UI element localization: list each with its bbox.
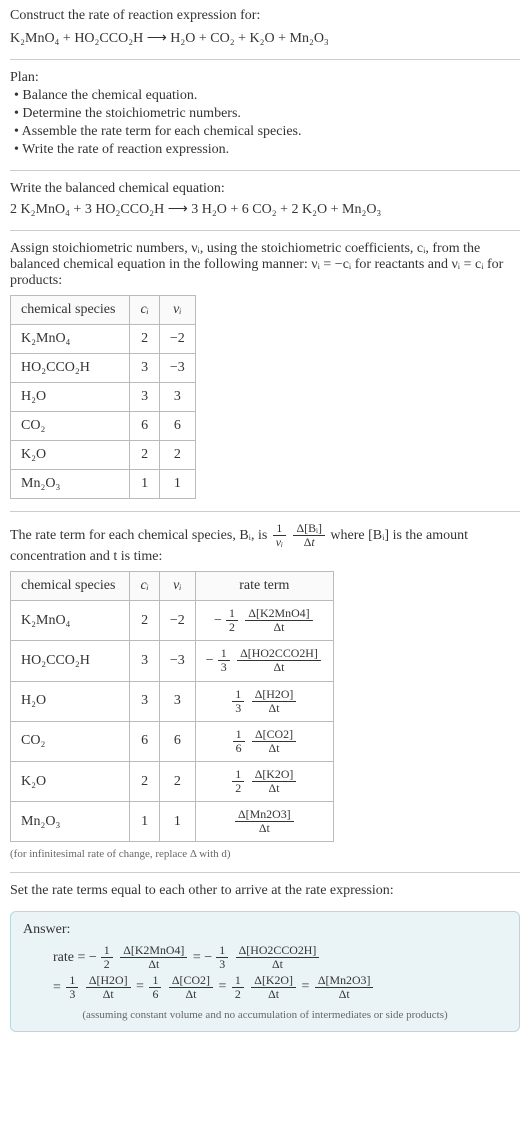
table-header-row: chemical species cᵢ νᵢ	[11, 296, 196, 325]
cell-rate-term: 13 Δ[H2O]Δt	[195, 681, 333, 721]
answer-box: Answer: rate = −12 Δ[K2MnO4]Δt = −13 Δ[H…	[10, 911, 520, 1031]
cell-c: 3	[130, 383, 159, 412]
cell-species: Mn₂O₃	[11, 470, 130, 499]
cell-species: CO₂	[11, 412, 130, 441]
rateterm-intro: The rate term for each chemical species,…	[10, 522, 520, 860]
header-section: Construct the rate of reaction expressio…	[10, 8, 520, 47]
table-row: HO₂CCO₂H3−3−13 Δ[HO2CCO2H]Δt	[11, 641, 334, 681]
cell-species: HO₂CCO₂H	[11, 641, 130, 681]
table-row: K₂MnO₄2−2−12 Δ[K2MnO4]Δt	[11, 601, 334, 641]
plan-item: • Write the rate of reaction expression.	[14, 142, 520, 158]
table-row: K₂O22	[11, 441, 196, 470]
prompt-text: Construct the rate of reaction expressio…	[10, 8, 520, 24]
col-c: cᵢ	[130, 296, 159, 325]
rate-prefix: rate =	[53, 950, 89, 965]
infinitesimal-note: (for infinitesimal rate of change, repla…	[10, 848, 520, 860]
cell-c: 2	[130, 601, 159, 641]
cell-v: 3	[159, 681, 195, 721]
cell-species: H₂O	[11, 383, 130, 412]
cell-species: K₂O	[11, 441, 130, 470]
cell-species: HO₂CCO₂H	[11, 354, 130, 383]
cell-v: 2	[159, 761, 195, 801]
cell-c: 6	[130, 412, 159, 441]
cell-species: K₂MnO₄	[11, 601, 130, 641]
cell-c: 2	[130, 761, 159, 801]
plan-item: • Determine the stoichiometric numbers.	[14, 106, 520, 122]
table-header-row: chemical species cᵢ νᵢ rate term	[11, 572, 334, 601]
cell-v: 6	[159, 412, 195, 441]
cell-v: −3	[159, 641, 195, 681]
table-row: H₂O33	[11, 383, 196, 412]
table-row: K₂O2212 Δ[K2O]Δt	[11, 761, 334, 801]
cell-c: 1	[130, 802, 159, 842]
rate-line2-prefix: =	[53, 979, 64, 994]
cell-c: 3	[130, 354, 159, 383]
plan-title: Plan:	[10, 70, 520, 86]
divider	[10, 230, 520, 231]
cell-v: −3	[159, 354, 195, 383]
cell-rate-term: −12 Δ[K2MnO4]Δt	[195, 601, 333, 641]
divider	[10, 511, 520, 512]
table-row: CO₂66	[11, 412, 196, 441]
cell-species: Mn₂O₃	[11, 802, 130, 842]
plan-section: Plan: • Balance the chemical equation. •…	[10, 70, 520, 158]
cell-c: 6	[130, 721, 159, 761]
col-v: νᵢ	[159, 572, 195, 601]
cell-c: 1	[130, 470, 159, 499]
rate-line-2: = 13 Δ[H2O]Δt = 16 Δ[CO2]Δt = 12 Δ[K2O]Δ…	[53, 974, 507, 1001]
table-row: HO₂CCO₂H3−3	[11, 354, 196, 383]
table-row: CO₂6616 Δ[CO2]Δt	[11, 721, 334, 761]
cell-v: 1	[159, 470, 195, 499]
divider	[10, 872, 520, 873]
cell-c: 3	[130, 681, 159, 721]
divider	[10, 170, 520, 171]
col-species: chemical species	[11, 572, 130, 601]
col-c: cᵢ	[130, 572, 159, 601]
plan-list: • Balance the chemical equation. • Deter…	[14, 88, 520, 158]
assumption-note: (assuming constant volume and no accumul…	[23, 1009, 507, 1021]
table-row: K₂MnO₄2−2	[11, 325, 196, 354]
cell-c: 2	[130, 325, 159, 354]
cell-c: 3	[130, 641, 159, 681]
cell-c: 2	[130, 441, 159, 470]
cell-species: CO₂	[11, 721, 130, 761]
cell-rate-term: 16 Δ[CO2]Δt	[195, 721, 333, 761]
stoich-table: chemical species cᵢ νᵢ K₂MnO₄2−2HO₂CCO₂H…	[10, 295, 196, 499]
frac-delta-bi: Δ[Bᵢ]Δt	[293, 522, 324, 549]
table-row: Mn₂O₃11Δ[Mn2O3]Δt	[11, 802, 334, 842]
plan-item: • Assemble the rate term for each chemic…	[14, 124, 520, 140]
rate-table: chemical species cᵢ νᵢ rate term K₂MnO₄2…	[10, 571, 334, 842]
cell-species: K₂O	[11, 761, 130, 801]
cell-v: −2	[159, 601, 195, 641]
rateterm-prefix: The rate term for each chemical species,…	[10, 528, 271, 543]
cell-v: 3	[159, 383, 195, 412]
divider	[10, 59, 520, 60]
answer-label: Answer:	[23, 922, 507, 938]
table-row: Mn₂O₃11	[11, 470, 196, 499]
cell-v: 1	[159, 802, 195, 842]
cell-rate-term: −13 Δ[HO2CCO2H]Δt	[195, 641, 333, 681]
assign-text: Assign stoichiometric numbers, νᵢ, using…	[10, 241, 520, 289]
col-rate: rate term	[195, 572, 333, 601]
frac-one-over-nu: 1νᵢ	[273, 522, 286, 549]
setequal-text: Set the rate terms equal to each other t…	[10, 883, 520, 899]
table-row: H₂O3313 Δ[H2O]Δt	[11, 681, 334, 721]
cell-rate-term: 12 Δ[K2O]Δt	[195, 761, 333, 801]
cell-v: 6	[159, 721, 195, 761]
assign-section: Assign stoichiometric numbers, νᵢ, using…	[10, 241, 520, 499]
cell-rate-term: Δ[Mn2O3]Δt	[195, 802, 333, 842]
col-species: chemical species	[11, 296, 130, 325]
plan-item: • Balance the chemical equation.	[14, 88, 520, 104]
col-v: νᵢ	[159, 296, 195, 325]
cell-species: K₂MnO₄	[11, 325, 130, 354]
balanced-title: Write the balanced chemical equation:	[10, 181, 520, 197]
cell-v: 2	[159, 441, 195, 470]
balanced-equation: 2 K₂MnO₄ + 3 HO₂CCO₂H ⟶ 3 H₂O + 6 CO₂ + …	[10, 201, 520, 218]
balanced-section: Write the balanced chemical equation: 2 …	[10, 181, 520, 218]
rate-line-1: rate = −12 Δ[K2MnO4]Δt = −13 Δ[HO2CCO2H]…	[53, 944, 507, 971]
cell-v: −2	[159, 325, 195, 354]
cell-species: H₂O	[11, 681, 130, 721]
unbalanced-equation: K₂MnO₄ + HO₂CCO₂H ⟶ H₂O + CO₂ + K₂O + Mn…	[10, 30, 520, 47]
